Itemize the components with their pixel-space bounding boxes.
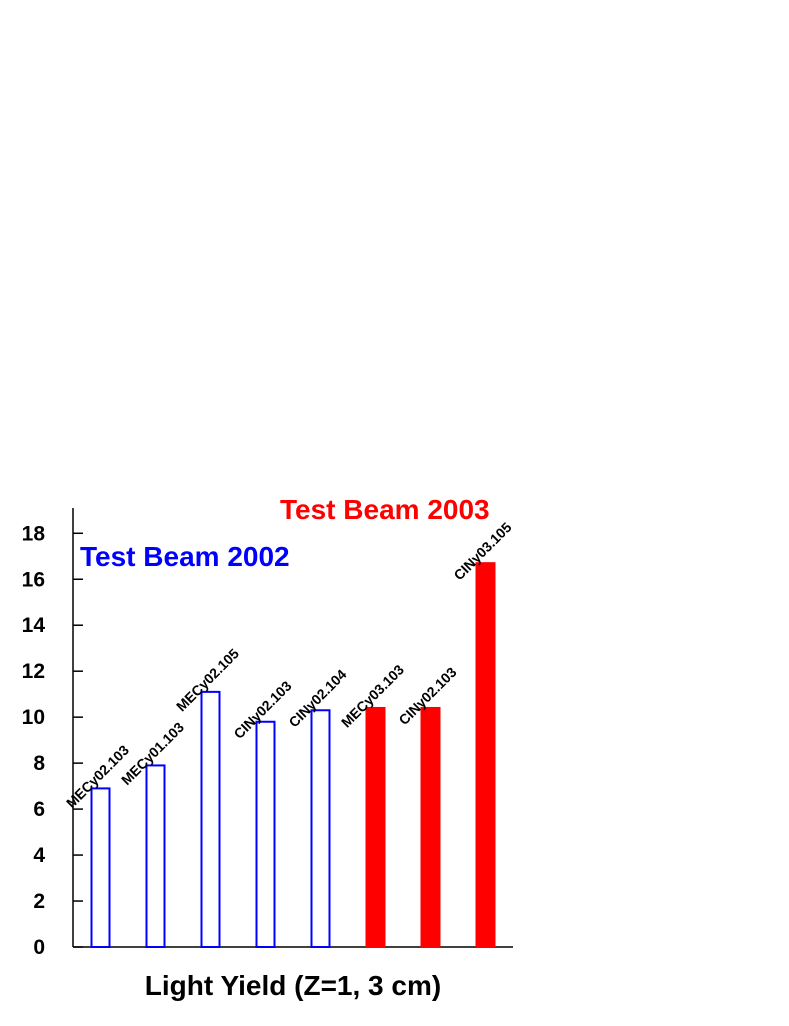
legend-label: Test Beam 2002	[80, 541, 290, 572]
bar	[420, 706, 441, 949]
y-tick-label: 16	[22, 568, 45, 591]
bar	[90, 787, 111, 949]
bar	[255, 720, 276, 948]
y-tick-label: 12	[22, 660, 45, 683]
y-tick-label: 6	[33, 798, 45, 821]
bar	[145, 764, 166, 948]
y-tick-label: 14	[22, 614, 46, 637]
y-tick-label: 2	[33, 890, 45, 913]
legend-label: Test Beam 2003	[280, 494, 490, 525]
bar	[365, 706, 386, 949]
bar	[200, 690, 221, 948]
y-tick-label: 18	[22, 522, 46, 545]
y-tick-label: 0	[33, 936, 45, 959]
y-tick-label: 10	[22, 706, 45, 729]
bar	[475, 562, 496, 948]
bar-label: CINy02.103	[230, 678, 294, 742]
y-tick-label: 4	[33, 844, 45, 867]
y-tick-label: 8	[33, 752, 45, 775]
x-axis-title: Light Yield (Z=1, 3 cm)	[145, 970, 441, 1001]
bar	[310, 709, 331, 948]
bar-label: MECy02.105	[173, 645, 242, 714]
